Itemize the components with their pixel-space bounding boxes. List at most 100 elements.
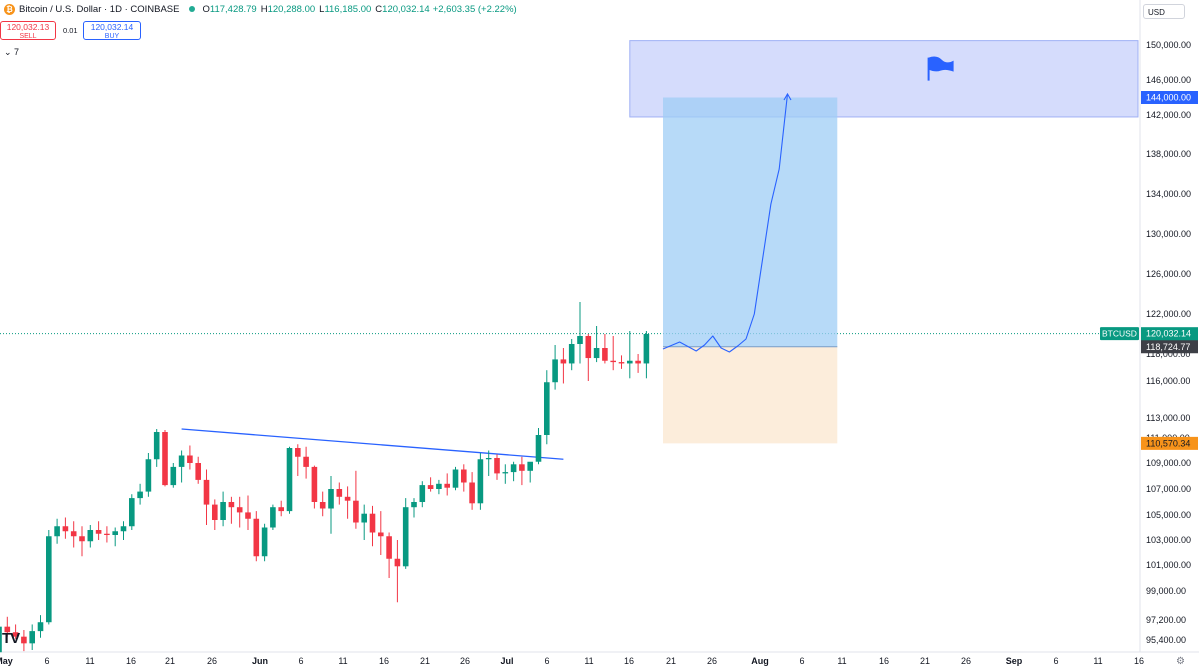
candle-body — [436, 483, 442, 489]
candle-body — [485, 458, 492, 460]
candle-body — [153, 432, 160, 460]
long-position-tool — [663, 97, 838, 444]
candle-body — [411, 502, 417, 508]
symbol-tag-bg — [1100, 327, 1139, 341]
price-tick-label: 109,000.00 — [1146, 458, 1191, 468]
candle-body — [95, 530, 102, 534]
price-tick-label: 146,000.00 — [1146, 75, 1191, 85]
tradingview-logo[interactable]: TV — [2, 630, 20, 647]
candle-body — [336, 489, 343, 497]
candle-body — [303, 456, 309, 467]
candle-body — [295, 448, 301, 457]
candle-body — [535, 435, 542, 462]
time-tick-label: Sep — [1006, 656, 1023, 666]
current-price-label: 120,032.14 — [1146, 329, 1191, 339]
bitcoin-icon: ₿ — [4, 3, 15, 15]
profit-zone — [663, 97, 838, 347]
target-price-label: 144,000.00 — [1146, 93, 1191, 103]
candle-body — [178, 455, 185, 467]
candle-body — [187, 455, 193, 463]
candle-body — [54, 526, 60, 537]
ohlc-key: O — [202, 3, 210, 15]
price-tick-label: 116,000.00 — [1146, 376, 1190, 386]
indicators-collapse-toggle[interactable]: ⌄ 7 — [4, 47, 20, 57]
candle-body — [220, 502, 226, 520]
candle-body — [245, 512, 251, 519]
candlestick-series — [0, 302, 650, 653]
symbol-title[interactable]: Bitcoin / U.S. Dollar · 1D · COINBASE — [19, 3, 180, 15]
candle-body — [311, 466, 318, 502]
time-tick-label: 21 — [920, 656, 930, 666]
buy-button[interactable]: 120,032.14 BUY — [83, 21, 141, 40]
candle-body — [560, 359, 567, 364]
candle-body — [627, 360, 633, 364]
sell-price: 120,032.13 — [6, 22, 50, 32]
candle-body — [62, 526, 69, 532]
candle-body — [369, 513, 376, 533]
candle-body — [137, 491, 143, 499]
candle-body — [46, 536, 52, 623]
entry-price-label-bg — [1141, 340, 1198, 354]
candle-body — [37, 622, 44, 632]
candle-body — [129, 498, 135, 527]
time-tick-label: 16 — [624, 656, 634, 666]
symbol-header[interactable]: ₿ Bitcoin / U.S. Dollar · 1D · COINBASE … — [0, 0, 520, 18]
price-tick-label: 130,000.00 — [1146, 229, 1191, 239]
time-tick-label: Aug — [751, 656, 769, 666]
price-tick-label: 138,000.00 — [1146, 149, 1191, 159]
ohlc-key: C — [375, 3, 383, 15]
time-tick-label: 21 — [420, 656, 430, 666]
candle-body — [145, 459, 152, 492]
candle-body — [602, 348, 608, 361]
price-tick-label: 142,000.00 — [1146, 110, 1191, 120]
buy-label: BUY — [104, 33, 120, 40]
time-tick-label: 11 — [338, 656, 347, 666]
price-tick-label: 118,000.00 — [1146, 349, 1190, 359]
candle-body — [344, 496, 351, 501]
time-tick-label: 26 — [460, 656, 470, 666]
price-tick-label: 99,000.00 — [1146, 586, 1186, 596]
price-tick-label: 107,000.00 — [1146, 484, 1191, 494]
candle-body — [21, 636, 27, 644]
candle-body — [444, 483, 450, 488]
price-tick-label: 103,000.00 — [1146, 535, 1191, 545]
candle-body — [402, 507, 409, 567]
price-tick-label: 134,000.00 — [1146, 189, 1191, 199]
candle-body — [361, 513, 367, 523]
flag-icon — [928, 56, 954, 72]
resistance-trendline — [181, 428, 564, 460]
time-tick-label: 11 — [85, 656, 94, 666]
candle-body — [452, 469, 459, 488]
candle-body — [170, 466, 177, 486]
currency-selector[interactable]: USD — [1143, 4, 1185, 19]
price-tick-label: 101,000.00 — [1146, 560, 1191, 570]
candle-body — [378, 532, 384, 537]
settings-icon[interactable]: ⚙ — [1176, 656, 1185, 667]
candle-body — [568, 344, 575, 364]
buy-price: 120,032.14 — [90, 22, 134, 32]
chart-background — [0, 0, 1199, 653]
ohlc-values: O117,428.79 H120,288.00 L116,185.00 C120,03… — [201, 4, 519, 15]
ohlc-key: H — [260, 3, 268, 15]
symbol-tag: BTCUSD — [1102, 329, 1137, 339]
candle-body — [29, 631, 35, 644]
ohlc-value: 116,185.00 — [324, 3, 372, 15]
candle-body — [427, 485, 434, 489]
candle-body — [386, 536, 392, 559]
projection-arrowhead — [783, 92, 792, 101]
time-tick-label: 6 — [44, 656, 49, 666]
trendline — [181, 428, 564, 460]
price-axis-labels: 144,000.00120,032.1401:15:12118,724.7711… — [1100, 91, 1198, 450]
sell-button[interactable]: 120,032.13 SELL — [0, 21, 56, 40]
candle-body — [120, 526, 127, 532]
time-tick-label: 6 — [298, 656, 303, 666]
time-tick-label: 6 — [799, 656, 804, 666]
price-axis: 95,400.00 97,200.00 99,000.00 101,000.00 103… — [1146, 40, 1191, 645]
candle-body — [87, 530, 94, 542]
candle-body — [79, 536, 85, 542]
candle-body — [195, 463, 201, 480]
stop-price-label-bg — [1141, 436, 1198, 450]
price-tick-label: 122,000.00 — [1146, 309, 1191, 319]
time-tick-label: 26 — [707, 656, 717, 666]
